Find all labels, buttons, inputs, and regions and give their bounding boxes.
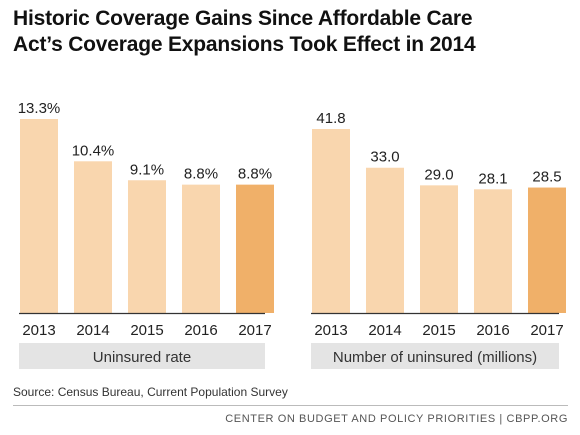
footer-divider — [13, 405, 568, 406]
bar-2014 — [74, 161, 112, 313]
x-tick-label-2013: 2013 — [22, 322, 55, 339]
bar-2015 — [128, 180, 166, 313]
footer-credit: CENTER ON BUDGET AND POLICY PRIORITIES |… — [225, 413, 568, 425]
x-axis-label: Number of uninsured (millions) — [333, 349, 537, 366]
bar-2014 — [366, 167, 404, 313]
x-tick-label-2017: 2017 — [238, 322, 271, 339]
x-axis-caption-box — [19, 343, 265, 369]
chart-panel-2: 41.8 2013 33.0 2014 29.0 2015 28.1 2016 28.5 2017… — [311, 110, 566, 369]
x-tick-label-2014: 2014 — [76, 322, 109, 339]
x-tick-label-2015: 2015 — [130, 322, 163, 339]
x-axis-label: Uninsured rate — [93, 349, 191, 366]
bar-2016 — [182, 184, 220, 313]
data-label-2015: 29.0 — [424, 166, 453, 183]
bar-2017 — [236, 184, 274, 313]
x-tick-label-2013: 2013 — [314, 322, 347, 339]
chart-title: Historic Coverage Gains Since Affordable… — [13, 6, 573, 58]
bar-2015 — [420, 185, 458, 313]
x-tick-label-2015: 2015 — [422, 322, 455, 339]
chart-panel-1: 13.3% 2013 10.4% 2014 9.1% 2015 8.8% 2016 8.8% 20… — [18, 100, 274, 369]
source-note: Source: Census Bureau, Current Populatio… — [13, 385, 288, 399]
x-tick-label-2016: 2016 — [476, 322, 509, 339]
data-label-2016: 28.1 — [478, 170, 507, 187]
data-label-2015: 9.1% — [130, 161, 164, 178]
bar-2013 — [20, 119, 58, 313]
data-label-2017: 8.8% — [238, 166, 272, 183]
chart-title-line-1: Historic Coverage Gains Since Affordable… — [13, 7, 473, 30]
data-label-2016: 8.8% — [184, 166, 218, 183]
data-label-2017: 28.5 — [532, 169, 561, 186]
bar-2016 — [474, 189, 512, 313]
data-label-2013: 41.8 — [316, 110, 345, 127]
x-tick-label-2016: 2016 — [184, 322, 217, 339]
x-tick-label-2014: 2014 — [368, 322, 401, 339]
x-axis-caption-box — [311, 343, 559, 369]
chart-title-line-2: Act’s Coverage Expansions Took Effect in… — [13, 33, 476, 56]
bar-2017 — [528, 187, 566, 313]
data-label-2014: 10.4% — [72, 142, 115, 159]
bar-2013 — [312, 129, 350, 313]
data-label-2014: 33.0 — [370, 149, 399, 166]
data-label-2013: 13.3% — [18, 100, 61, 117]
x-tick-label-2017: 2017 — [530, 322, 563, 339]
